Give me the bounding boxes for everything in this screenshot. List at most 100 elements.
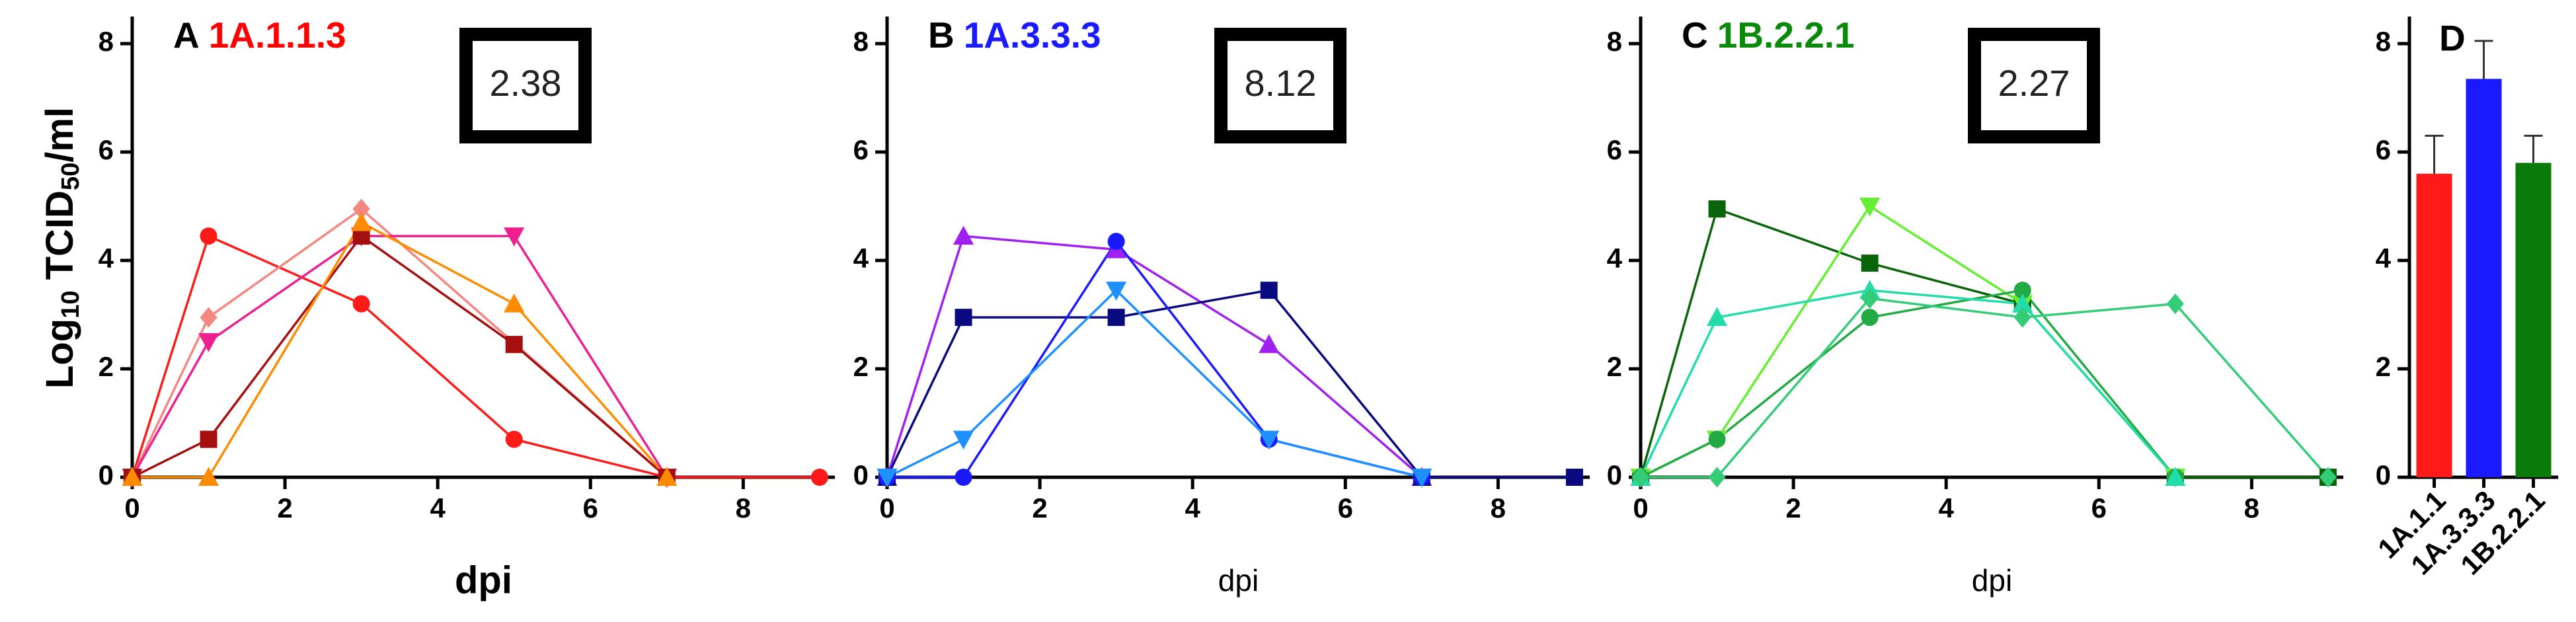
marker [1259,430,1280,450]
annotation-box [1214,28,1347,143]
marker [504,293,525,313]
x-tick-label: 4 [430,492,446,524]
bar [2515,163,2552,477]
series-line [1639,207,2328,479]
marker [1708,200,1726,218]
panel-subtitle: 1A.1.1.3 [209,15,346,56]
marker [1565,469,1583,486]
x-tick-label: 8 [736,492,751,524]
panel-letter: C [1682,15,1708,56]
marker [953,430,974,450]
y-tick-label: 2 [1607,351,1622,382]
x-axis-label: dpi [1218,563,1259,598]
x-tick-label: 6 [583,492,598,524]
x-tick-label: 8 [2244,492,2259,524]
x-tick-label: 2 [1032,492,1047,524]
panel-subtitle: 1A.3.3.3 [964,15,1101,56]
marker [2012,293,2033,313]
marker [505,336,523,354]
marker [352,198,370,219]
marker [2166,293,2184,315]
annotation: 2.27 [1998,62,2070,104]
series-line [1641,297,2329,479]
bar [2466,79,2502,478]
x-tick-label: 0 [1633,492,1648,524]
x-tick-label: 8 [1491,492,1506,524]
x-tick-label: 6 [1338,492,1353,524]
marker [352,227,370,245]
x-tick-label: 2 [1785,492,1801,524]
bar [2416,173,2452,477]
y-tick-label: 6 [98,134,114,165]
x-tick-label: 0 [879,492,894,524]
marker [122,467,143,486]
x-tick-label: 2 [277,492,292,524]
marker [1107,233,1125,251]
y-tick-label: 4 [853,243,869,274]
marker [1708,467,1726,488]
marker [504,227,525,247]
x-tick-label: 4 [1938,492,1954,524]
panel-letter: B [928,15,955,56]
panel-title: A 1A.1.1.3 [173,15,346,56]
y-tick-label: 8 [2376,26,2391,57]
y-axis-label: Log10 TCID50/ml [38,107,85,389]
marker [200,227,217,245]
x-tick-label: 0 [124,492,139,524]
marker [1260,282,1278,299]
y-tick-label: 0 [98,459,114,490]
annotation-box [459,28,592,143]
x-axis-label: dpi [455,559,512,602]
marker [1859,198,1881,217]
marker [1706,307,1728,327]
y-tick-label: 6 [1607,134,1622,165]
y-label-part: /ml [38,107,81,163]
marker [1861,254,1879,272]
y-tick-label: 0 [2376,459,2391,490]
marker [1861,288,1879,309]
marker [1861,309,1879,327]
y-tick-label: 4 [2376,243,2392,274]
marker [953,225,974,245]
marker [2319,467,2337,488]
panel-title: C 1B.2.2.1 [1682,15,1855,56]
marker [2165,467,2186,486]
y-label-part: Log [38,319,81,389]
x-tick-label: 4 [1185,492,1200,524]
x-tick-label: 6 [2091,492,2107,524]
y-tick-label: 4 [1607,243,1623,274]
marker [810,469,828,486]
y-tick-label: 0 [1607,459,1622,490]
y-tick-label: 2 [98,351,114,382]
y-label-part: 10 [57,290,85,318]
y-tick-label: 4 [98,243,114,274]
marker [1708,430,1726,448]
panel-letter: A [173,15,200,56]
y-label-part: 50 [57,163,85,190]
marker [2013,282,2031,299]
y-tick-label: 8 [1607,26,1622,57]
marker [877,469,898,488]
series-line [886,289,1575,479]
marker [656,467,678,486]
y-label-part: TCID [38,190,81,290]
marker [351,212,372,231]
annotation: 2.38 [490,62,562,104]
panel-title: D [2439,18,2466,59]
marker [505,430,523,448]
marker [1259,334,1280,354]
marker [200,307,217,328]
marker [1411,469,1432,488]
marker [198,467,219,486]
y-tick-label: 2 [853,351,869,382]
marker [955,469,972,486]
y-tick-label: 2 [2376,351,2391,382]
y-tick-label: 8 [853,26,869,57]
marker [2013,307,2031,328]
panel-title: B 1A.3.3.3 [928,15,1101,56]
panel-subtitle: 1B.2.2.1 [1717,15,1855,56]
y-tick-label: 0 [853,459,869,490]
marker [352,295,370,313]
annotation: 8.12 [1245,62,1317,104]
